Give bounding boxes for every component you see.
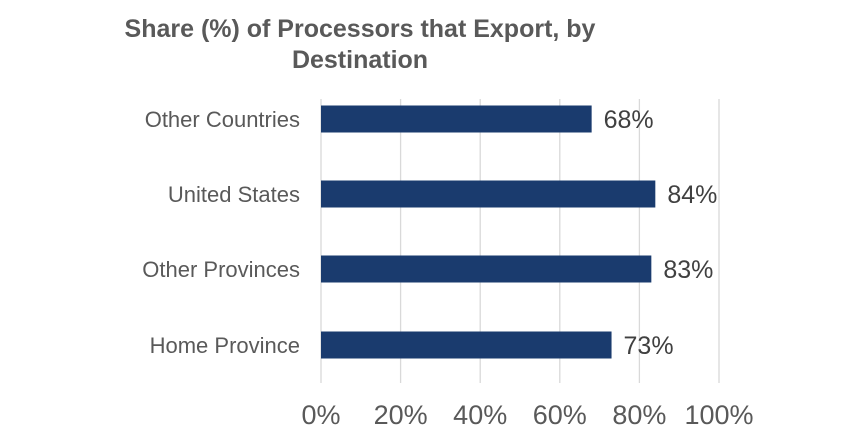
category-labels: Other Countries United States Other Provin… xyxy=(142,107,300,358)
bar xyxy=(321,180,656,208)
category-label: Other Provinces xyxy=(142,257,300,282)
category-label: Home Province xyxy=(150,333,300,358)
x-tick-label: 20% xyxy=(374,400,428,430)
x-tick-label: 40% xyxy=(453,400,507,430)
bar xyxy=(321,255,652,283)
x-tick-label: 60% xyxy=(533,400,587,430)
data-label: 83% xyxy=(663,256,713,284)
chart-title-line-2: Destination xyxy=(291,46,429,74)
category-label: United States xyxy=(168,182,300,207)
x-tick-label: 100% xyxy=(684,400,753,430)
x-tick-label: 80% xyxy=(612,400,666,430)
x-tick-label: 0% xyxy=(301,400,340,430)
data-labels: 68% 84% 83% 73% xyxy=(604,106,718,360)
chart-title-line-1: Share (%) of Processors that Export, by xyxy=(124,15,596,43)
data-label: 68% xyxy=(604,106,654,134)
data-label: 73% xyxy=(624,332,674,360)
x-axis-tick-labels: 0% 20% 40% 60% 80% 100% xyxy=(301,400,753,430)
bar xyxy=(321,105,592,133)
data-label: 84% xyxy=(667,181,717,209)
category-label: Other Countries xyxy=(145,107,300,132)
bar xyxy=(321,331,612,359)
chart-title: Share (%) of Processors that Export, by … xyxy=(60,14,660,76)
bars xyxy=(321,105,656,359)
